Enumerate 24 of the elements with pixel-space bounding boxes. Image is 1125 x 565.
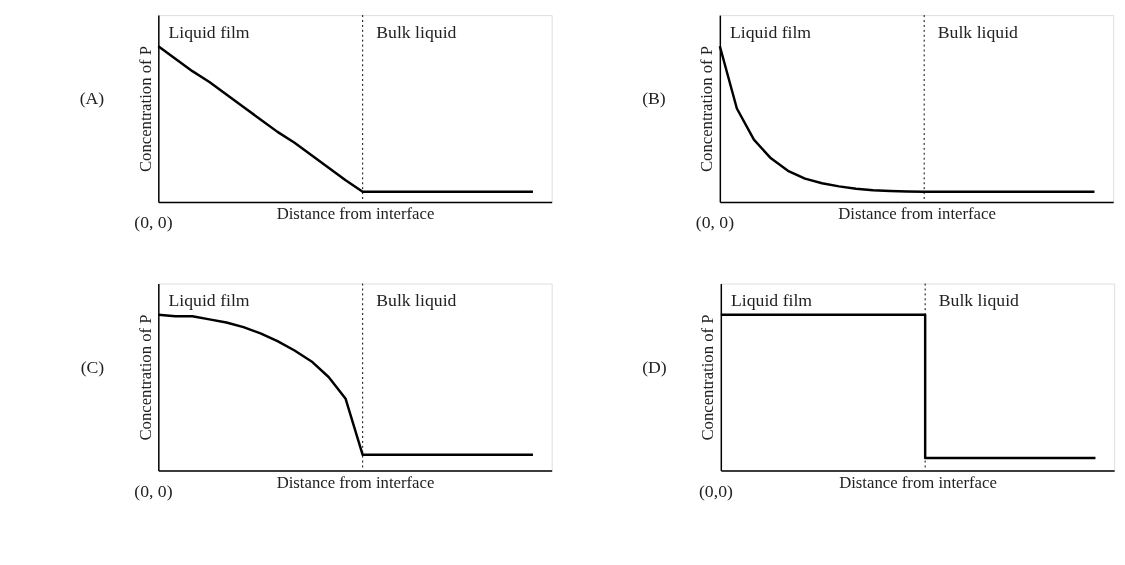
text: Bulk liquid: [938, 290, 1020, 311]
y-axis-title: Concentration of P: [697, 45, 717, 173]
text: Liquid film: [168, 21, 250, 42]
x-axis-title: Distance from interface: [276, 204, 435, 224]
text: (B): [642, 88, 666, 109]
text: (D): [642, 356, 667, 377]
text: Liquid film: [168, 290, 250, 311]
text: Liquid film: [730, 21, 812, 42]
text: Liquid film: [731, 290, 813, 311]
text: (A): [79, 88, 105, 109]
text: Bulk liquid: [376, 290, 457, 311]
x-axis-title: Distance from interface: [276, 472, 435, 492]
text: Bulk liquid: [376, 21, 457, 42]
x-axis-title: Distance from interface: [838, 204, 996, 224]
text: (0, 0): [134, 480, 173, 501]
text: (0, 0): [134, 212, 173, 233]
text: (0, 0): [695, 212, 735, 233]
text: Bulk liquid: [937, 21, 1019, 42]
y-axis-title: Concentration of P: [135, 314, 155, 441]
y-axis-title: Concentration of P: [698, 314, 718, 441]
x-axis-title: Distance from interface: [839, 472, 997, 492]
text: (0,0): [698, 480, 733, 501]
text: (C): [80, 356, 105, 377]
y-axis-title: Concentration of P: [135, 45, 155, 173]
